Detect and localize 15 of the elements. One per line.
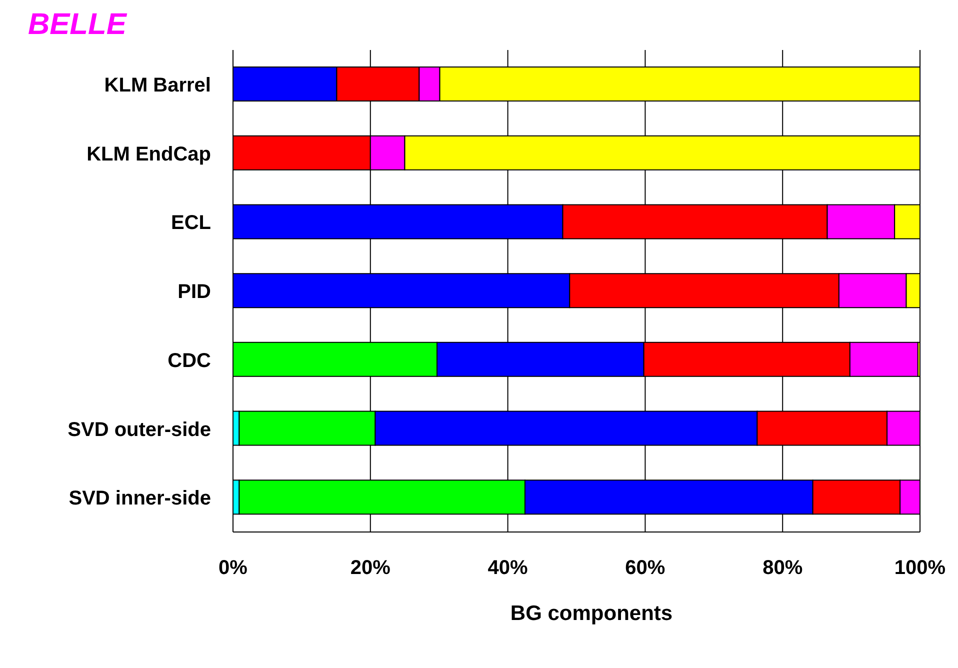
x-tick-label: 20% <box>350 557 391 580</box>
y-tick-label: PID <box>178 281 211 304</box>
x-axis-title: BG components <box>509 602 674 626</box>
y-tick-label: KLM Barrel <box>104 74 211 97</box>
x-tick-label: 40% <box>488 557 528 580</box>
x-tick-label: 60% <box>625 557 666 580</box>
y-tick-label: ECL <box>171 212 211 234</box>
y-tick-label: SVD outer-side <box>68 418 211 441</box>
x-tick-label: 0% <box>218 557 248 580</box>
chart-title: BELLE <box>27 8 128 42</box>
y-tick-label: SVD inner-side <box>68 488 211 510</box>
y-tick-label: CDC <box>168 350 211 372</box>
y-tick-label: KLM EndCap <box>86 143 211 166</box>
x-tick-label: 80% <box>762 557 803 580</box>
x-tick-label: 100% <box>894 557 946 580</box>
